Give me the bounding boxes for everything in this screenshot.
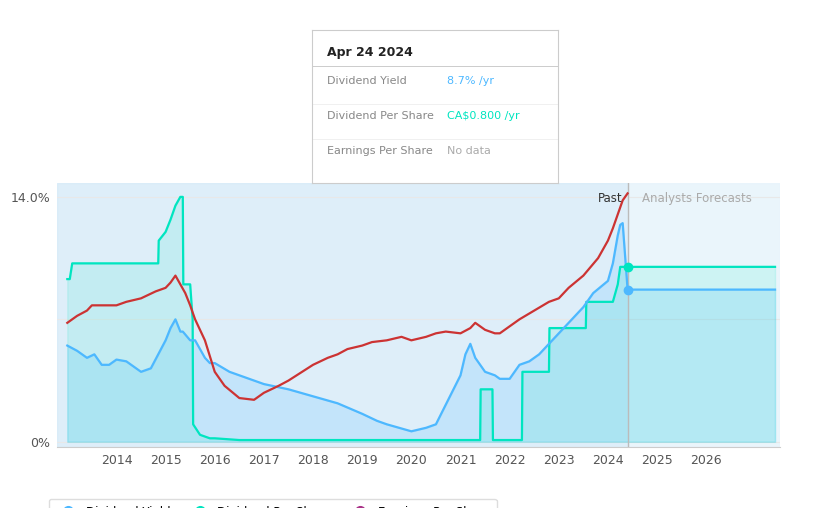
Bar	[627, 183, 780, 447]
Bar	[57, 183, 627, 447]
Legend: Dividend Yield, Dividend Per Share, Earnings Per Share: Dividend Yield, Dividend Per Share, Earn…	[49, 498, 497, 508]
Text: CA$0.800 /yr: CA$0.800 /yr	[447, 111, 520, 121]
Text: Earnings Per Share: Earnings Per Share	[327, 146, 433, 156]
Text: Dividend Yield: Dividend Yield	[327, 76, 406, 86]
Text: Apr 24 2024: Apr 24 2024	[327, 46, 413, 59]
Text: No data: No data	[447, 146, 491, 156]
Text: Past: Past	[598, 192, 622, 205]
Text: Analysts Forecasts: Analysts Forecasts	[642, 192, 752, 205]
Text: 8.7% /yr: 8.7% /yr	[447, 76, 494, 86]
Text: Dividend Per Share: Dividend Per Share	[327, 111, 433, 121]
